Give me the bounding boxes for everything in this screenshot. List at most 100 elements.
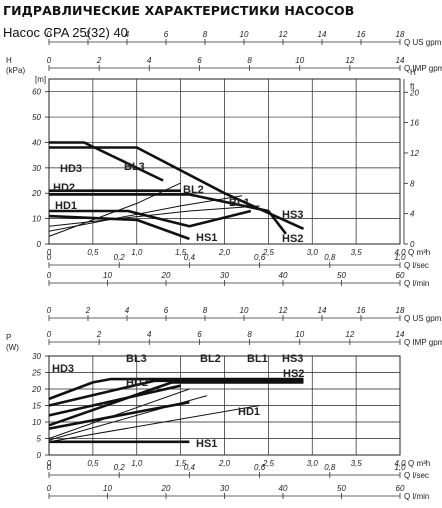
y-tick-label-1: 0 — [37, 451, 42, 460]
lsec-scale-1-label: Q l/sec — [404, 471, 429, 480]
usgpm-scale-1-label: Q US gpm — [404, 314, 442, 323]
usgpm-scale-1-tick-label: 8 — [203, 306, 208, 315]
y-axis-inner-unit-0: [m] — [35, 75, 46, 84]
y-tick-label-0: 0 — [37, 240, 42, 249]
x-tick-label-0: 1,0 — [131, 248, 143, 257]
y-tick-label-0: 20 — [31, 189, 41, 198]
impgpm-scale-1-tick-label: 8 — [247, 330, 252, 339]
x-tick-label-1: 1,5 — [175, 459, 187, 468]
lmin-scale-1-tick-label: 60 — [396, 484, 405, 493]
lsec-scale-1-tick-label: 1,0 — [394, 463, 406, 472]
lmin-scale-0-tick-label: 50 — [337, 271, 346, 280]
lmin-scale-0-tick-label: 20 — [161, 271, 171, 280]
curve-label-hd2: HD2 — [126, 377, 148, 389]
lmin-scale-0-tick-label: 0 — [47, 271, 52, 280]
usgpm-scale-0-tick-label: 6 — [164, 30, 169, 39]
curve-label-hs2: HS2 — [282, 233, 303, 245]
y-tick-label-0: 60 — [32, 88, 41, 97]
usgpm-scale-0-tick-label: 8 — [203, 30, 208, 39]
lmin-scale-1-tick-label: 30 — [220, 484, 229, 493]
curve-label-hd2: HD2 — [53, 182, 75, 194]
usgpm-scale-0-label: Q US gpm — [404, 38, 442, 47]
lmin-scale-1-tick-label: 20 — [161, 484, 171, 493]
lmin-scale-0-tick-label: 60 — [396, 271, 405, 280]
lsec-scale-0-label: Q l/sec — [404, 261, 429, 270]
y-tick-label-1: 15 — [32, 402, 41, 411]
impgpm-scale-1-label: Q IMP gpm — [404, 338, 442, 347]
lmin-scale-1-tick-label: 10 — [103, 484, 112, 493]
y-axis-unit-0: (kPa) — [6, 66, 25, 75]
x-tick-label-1: 4,0 — [394, 459, 406, 468]
series-line-hs2 — [48, 381, 304, 427]
x-tick-label-0: 3,0 — [307, 248, 319, 257]
x-tick-label-1: 3,5 — [351, 459, 363, 468]
curve-label-hs3: HS3 — [282, 209, 303, 221]
impgpm-scale-0-tick-label: 0 — [47, 56, 52, 65]
x-tick-label-0: 2,5 — [262, 248, 275, 257]
y-axis-unit-1: (W) — [6, 343, 19, 352]
impgpm-scale-1-tick-label: 14 — [396, 330, 405, 339]
right-axis-title: H — [410, 68, 416, 77]
curve-label-bl1: BL1 — [247, 353, 268, 365]
usgpm-scale-0-tick-label: 14 — [318, 30, 327, 39]
lmin-scale-0-label: Q l/min — [404, 279, 429, 288]
series-line-bl1 — [48, 405, 260, 443]
series-line-hd3 — [48, 377, 304, 401]
impgpm-scale-0-tick-label: 12 — [345, 56, 354, 65]
impgpm-scale-0-tick-label: 10 — [295, 56, 304, 65]
lmin-scale-1-tick-label: 50 — [337, 484, 346, 493]
x-axis-label-0: Q m³h — [408, 248, 430, 257]
lmin-scale-1-tick-label: 0 — [47, 484, 52, 493]
lsec-scale-0-tick-label: 0,6 — [254, 253, 266, 262]
lmin-scale-0-tick-label: 30 — [220, 271, 229, 280]
curve-label-hd3: HD3 — [60, 163, 82, 175]
x-tick-label-1: 0,5 — [87, 459, 99, 468]
y-tick-label-0: 40 — [32, 138, 41, 147]
series-line-hd3 — [49, 141, 164, 182]
lsec-scale-1-tick-label: 0,8 — [324, 463, 336, 472]
y-tick-label-1: 25 — [31, 369, 41, 378]
y-tick-label-1: 20 — [31, 385, 41, 394]
right-tick-label: 16 — [410, 119, 419, 128]
pump-model-subtitle: Насос CPA 25(32) 40 — [3, 25, 128, 40]
right-tick-label: 4 — [410, 210, 415, 219]
lmin-scale-1-tick-label: 40 — [279, 484, 288, 493]
series-line-hd2 — [48, 384, 181, 417]
usgpm-scale-0-tick-label: 18 — [396, 30, 405, 39]
curve-label-hs1: HS1 — [196, 232, 217, 244]
usgpm-scale-1-tick-label: 16 — [357, 306, 366, 315]
lsec-scale-1-tick-label: 0,6 — [254, 463, 266, 472]
curve-label-hd1: HD1 — [238, 406, 260, 418]
curve-label-hd3: HD3 — [52, 363, 74, 375]
curve-label-hs3: HS3 — [282, 353, 303, 365]
lsec-scale-1-tick-label: 0,2 — [114, 463, 126, 472]
impgpm-scale-1-tick-label: 4 — [147, 330, 152, 339]
x-tick-label-0: 0,5 — [87, 248, 99, 257]
lsec-scale-0-tick-label: 1,0 — [394, 253, 406, 262]
curve-label-bl3: BL3 — [126, 353, 147, 365]
y-axis-title-0: H — [6, 56, 12, 65]
series-line-bl2 — [48, 195, 243, 232]
series-line-bl2 — [48, 395, 208, 441]
curve-label-hs1: HS1 — [196, 438, 217, 450]
lsec-scale-0-tick-label: 0 — [47, 253, 52, 262]
x-tick-label-1: 0 — [47, 459, 52, 468]
lsec-scale-0-tick-label: 0,4 — [184, 253, 196, 262]
right-tick-label: 12 — [410, 149, 419, 158]
impgpm-scale-0-tick-label: 2 — [96, 56, 102, 65]
impgpm-scale-0-label: Q IMP gpm — [404, 64, 442, 73]
series-line-hd1 — [48, 400, 190, 430]
curve-label-hd1: HD1 — [55, 200, 77, 212]
usgpm-scale-1-tick-label: 0 — [47, 306, 52, 315]
series-line-bl3 — [48, 388, 190, 439]
right-tick-label: 8 — [410, 179, 415, 188]
lsec-scale-0-tick-label: 0,8 — [324, 253, 336, 262]
x-tick-label-1: 2,0 — [218, 459, 231, 468]
impgpm-scale-1-tick-label: 6 — [197, 330, 202, 339]
lmin-scale-0-tick-label: 10 — [103, 271, 112, 280]
usgpm-scale-0-tick-label: 12 — [279, 30, 288, 39]
impgpm-scale-1-tick-label: 0 — [47, 330, 52, 339]
lmin-scale-0-tick-label: 40 — [279, 271, 288, 280]
usgpm-scale-0-tick-label: 0 — [47, 30, 52, 39]
